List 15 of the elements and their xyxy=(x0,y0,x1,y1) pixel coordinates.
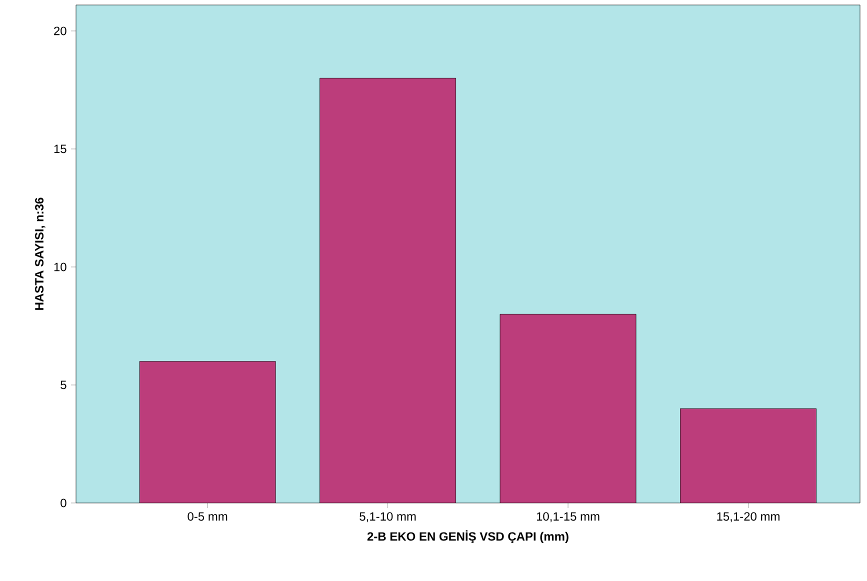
x-tick-label: 5,1-10 mm xyxy=(360,512,416,522)
bar xyxy=(680,408,816,503)
y-tick-label: 0 xyxy=(60,498,66,508)
bar xyxy=(139,361,276,503)
bar xyxy=(500,314,636,503)
x-tick-label: 0-5 mm xyxy=(188,512,228,521)
x-tick-label: 10,1-15 mm xyxy=(536,512,600,522)
y-axis-title: HASTA SAYISI, n:36 xyxy=(35,198,46,310)
x-axis-title: 2-B EKO EN GENİŞ VSD ÇAPI (mm) xyxy=(367,530,568,544)
x-tick-label: 15,1-20 mm xyxy=(717,512,780,522)
bar xyxy=(320,78,456,503)
y-tick-label: 10 xyxy=(54,262,66,272)
y-tick-label: 5 xyxy=(60,380,66,390)
y-tick-label: 20 xyxy=(54,26,66,36)
y-tick-label: 15 xyxy=(54,144,66,154)
